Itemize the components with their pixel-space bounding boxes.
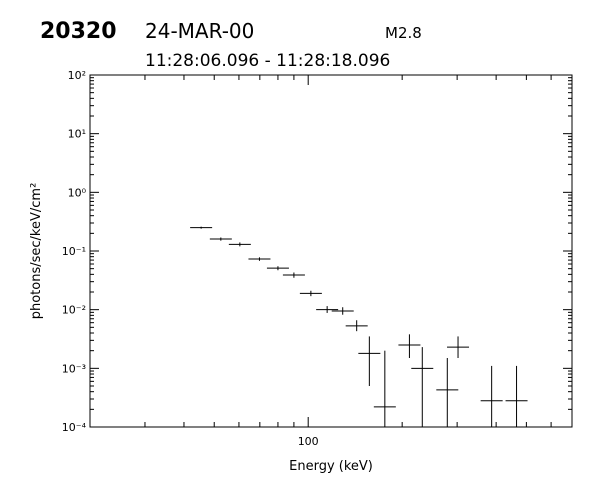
y-tick-label: 10⁻³: [62, 362, 86, 375]
y-axis-label: photons/sec/keV/cm²: [29, 183, 44, 320]
y-tick-label: 10⁻²: [62, 304, 86, 317]
x-tick-label: 100: [298, 435, 319, 448]
y-tick-label: 10²: [68, 69, 86, 82]
y-tick-label: 10⁰: [68, 186, 87, 199]
x-axis-label: Energy (keV): [289, 459, 373, 474]
data-points: [190, 226, 528, 427]
event-date: 24-MAR-00: [145, 19, 254, 43]
flare-class: M2.8: [385, 24, 422, 42]
time-range: 11:28:06.096 - 11:28:18.096: [145, 51, 390, 71]
y-tick-label: 10⁻¹: [62, 245, 86, 258]
event-id: 20320: [40, 19, 117, 44]
y-tick-label: 10⁻⁴: [62, 421, 87, 434]
y-tick-label: 10¹: [68, 128, 86, 141]
